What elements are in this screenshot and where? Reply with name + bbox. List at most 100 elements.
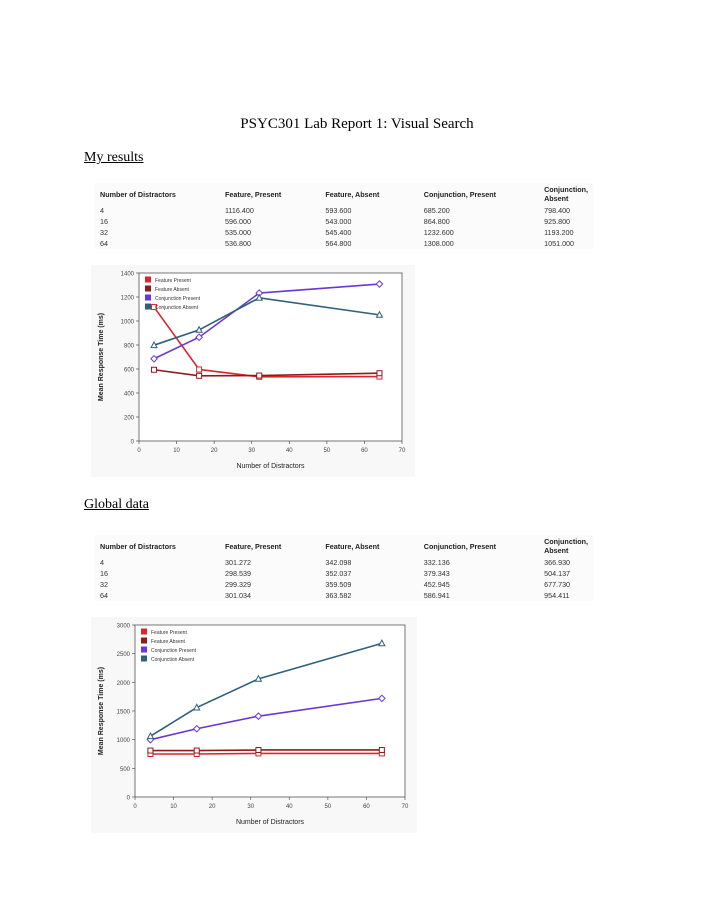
y-tick-label: 200 (124, 416, 135, 422)
table-cell: 352.037 (325, 569, 352, 578)
legend-swatch (145, 285, 151, 292)
table-cell: 342.098 (325, 558, 352, 567)
table-row: 4 1116.400 593.600 685.200 798.400 (94, 205, 594, 216)
my-results-chart-svg: 0 200 400 600 800 1000 1200 1400 0 10 20 30 40 50 60 70… (98, 272, 406, 471)
y-tick-label: 600 (124, 368, 135, 374)
data-point (377, 694, 386, 703)
my-results-chart: 0 200 400 600 800 1000 1200 1400 0 10 20 30 40 50 60 70… (91, 265, 415, 477)
legend-swatch (141, 655, 147, 662)
table-cell: 798.400 (544, 206, 571, 215)
table-header-cell: Conjunction, Present (423, 189, 497, 199)
table-cell: 32 (100, 580, 108, 589)
x-tick-label: 30 (248, 448, 255, 454)
data-point (255, 746, 262, 753)
y-tick-label: 500 (120, 767, 131, 773)
table-header-cell: Conjunction, Absent (544, 537, 588, 555)
data-point (378, 639, 386, 647)
table-cell: 452.945 (423, 580, 450, 589)
legend-label: Feature Absent (155, 287, 190, 293)
my-results-table: Number of Distractors Feature, Present F… (94, 183, 594, 249)
data-point (195, 333, 204, 342)
data-point (146, 731, 155, 740)
legend-swatch (145, 276, 151, 283)
data-point (376, 370, 383, 377)
table-cell: 64 (100, 239, 108, 248)
plot-area (138, 272, 403, 442)
series-line (153, 283, 380, 360)
legend-label: Conjunction Present (155, 296, 201, 302)
series-line (153, 296, 380, 346)
y-tick-label: 0 (131, 440, 135, 446)
x-axis-label: Number of Distractors (236, 819, 305, 826)
y-tick-label: 2000 (117, 681, 131, 687)
table-cell: 4 (100, 206, 104, 215)
y-tick-label: 1000 (117, 738, 131, 744)
table-row: 16 298.539 352.037 379.343 504.137 (94, 568, 594, 579)
table-cell: 545.400 (325, 228, 352, 237)
y-tick-label: 1200 (121, 296, 135, 302)
table-cell: 596.000 (224, 217, 251, 226)
data-point (151, 366, 158, 373)
table-cell: 586.941 (423, 591, 450, 600)
table-cell: 685.200 (423, 206, 450, 215)
y-tick-label: 1500 (117, 710, 131, 716)
x-tick-label: 40 (286, 804, 293, 810)
series-line (150, 642, 383, 737)
legend-swatch (145, 303, 151, 310)
y-tick-label: 1000 (121, 320, 135, 326)
series-line (153, 368, 380, 377)
table-cell: 4 (100, 558, 104, 567)
data-point (151, 304, 158, 311)
x-tick-label: 70 (399, 448, 406, 454)
x-tick-label: 20 (209, 804, 216, 810)
legend-label: Feature Present (155, 278, 191, 284)
legend-swatch (141, 637, 147, 644)
data-point (378, 746, 385, 753)
table-header-cell: Number of Distractors (100, 541, 176, 551)
table-header-row: Number of Distractors Feature, Present F… (94, 183, 594, 205)
table-cell: 299.329 (224, 580, 251, 589)
y-tick-label: 2500 (117, 652, 131, 658)
data-point (195, 325, 203, 333)
legend-label: Conjunction Present (151, 648, 197, 654)
table-header-cell: Conjunction, Absent (544, 185, 588, 203)
global-data-chart: 0 500 1000 1500 2000 2500 3000 0 10 20 30 40 50 60 70 N… (91, 617, 417, 833)
y-tick-label: 1400 (121, 272, 135, 278)
table-cell: 925.800 (544, 217, 571, 226)
data-point (256, 372, 263, 379)
table-cell: 1051.000 (544, 239, 575, 248)
table-cell: 301.034 (224, 591, 251, 600)
data-point (375, 280, 384, 288)
table-header-row: Number of Distractors Feature, Present F… (94, 535, 594, 557)
table-header-cell: Feature, Present (224, 189, 282, 199)
data-point (255, 293, 264, 301)
y-tick-label: 3000 (117, 624, 131, 630)
x-tick-label: 50 (324, 448, 331, 454)
document-title: PSYC301 Lab Report 1: Visual Search (240, 116, 474, 132)
table-cell: 32 (100, 228, 108, 237)
data-point (150, 354, 158, 363)
table-cell: 16 (100, 217, 108, 226)
table-header-cell: Number of Distractors (100, 189, 176, 199)
table-header-cell: Conjunction, Present (423, 541, 497, 551)
table-cell: 1232.600 (423, 228, 454, 237)
table-cell: 359.509 (325, 580, 352, 589)
x-tick-label: 10 (173, 448, 180, 454)
series-line (150, 752, 382, 755)
table-cell: 16 (100, 569, 108, 578)
series-line (150, 749, 382, 752)
x-tick-label: 50 (325, 804, 332, 810)
data-point (193, 747, 200, 754)
table-row: 32 299.329 359.509 452.945 677.730 (94, 579, 594, 590)
x-tick-label: 60 (363, 804, 370, 810)
table-cell: 1193.200 (544, 228, 574, 237)
x-tick-label: 30 (247, 804, 254, 810)
table-cell: 298.539 (224, 569, 251, 578)
plot-area (134, 624, 406, 798)
y-tick-label: 800 (124, 344, 135, 350)
table-cell: 301.272 (224, 558, 251, 567)
global-data-chart-svg: 0 500 1000 1500 2000 2500 3000 0 10 20 30 40 50 60 70 N… (98, 624, 409, 827)
x-tick-label: 0 (133, 804, 137, 810)
x-tick-label: 40 (286, 448, 293, 454)
table-cell: 504.137 (544, 569, 571, 578)
